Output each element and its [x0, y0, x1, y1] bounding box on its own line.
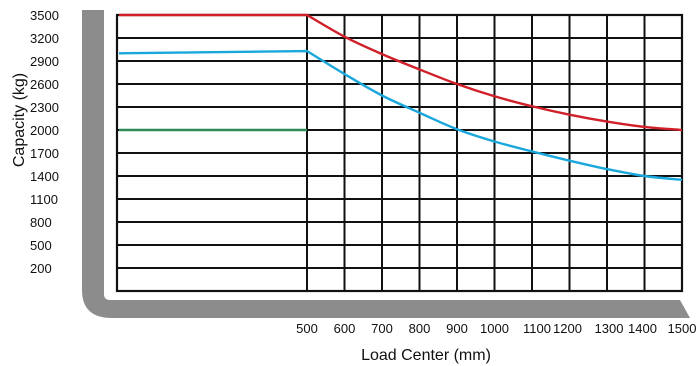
x-tick-label: 1000 — [480, 321, 509, 336]
x-tick-label: 1200 — [553, 321, 582, 336]
chart-series — [118, 13, 683, 182]
x-tick-labels: 500 600 700 800 900 1000 1100 1200 1300 1400 1500 — [296, 321, 696, 336]
y-tick-labels: 3500 3200 2900 2600 2300 2000 1700 1400 1100 800 5… — [30, 8, 59, 276]
x-tick-label: 700 — [371, 321, 393, 336]
y-tick-label: 800 — [30, 215, 52, 230]
chart-grid — [115, 13, 684, 293]
series-line-2 — [118, 49, 683, 182]
y-tick-label: 2600 — [30, 77, 59, 92]
x-tick-label: 600 — [334, 321, 356, 336]
y-tick-label: 2900 — [30, 54, 59, 69]
y-tick-label: 2300 — [30, 100, 59, 115]
y-tick-label: 3500 — [30, 8, 59, 23]
y-tick-label: 1100 — [30, 192, 58, 207]
y-tick-label: 2000 — [30, 123, 59, 138]
x-tick-label: 500 — [296, 321, 318, 336]
y-axis-title: Capacity (kg) — [11, 73, 28, 167]
x-tick-label: 1100 — [523, 321, 551, 336]
y-tick-label: 3200 — [30, 31, 59, 46]
series-line-1 — [119, 13, 683, 132]
x-tick-label: 1300 — [595, 321, 624, 336]
x-axis-title: Load Center (mm) — [361, 347, 491, 364]
y-tick-label: 1400 — [30, 169, 59, 184]
x-tick-label: 1500 — [668, 321, 697, 336]
y-tick-label: 500 — [30, 238, 52, 253]
y-tick-label: 1700 — [30, 146, 59, 161]
y-tick-label: 200 — [30, 261, 52, 276]
x-tick-label: 900 — [446, 321, 468, 336]
x-tick-label: 1400 — [628, 321, 657, 336]
x-tick-label: 800 — [409, 321, 431, 336]
